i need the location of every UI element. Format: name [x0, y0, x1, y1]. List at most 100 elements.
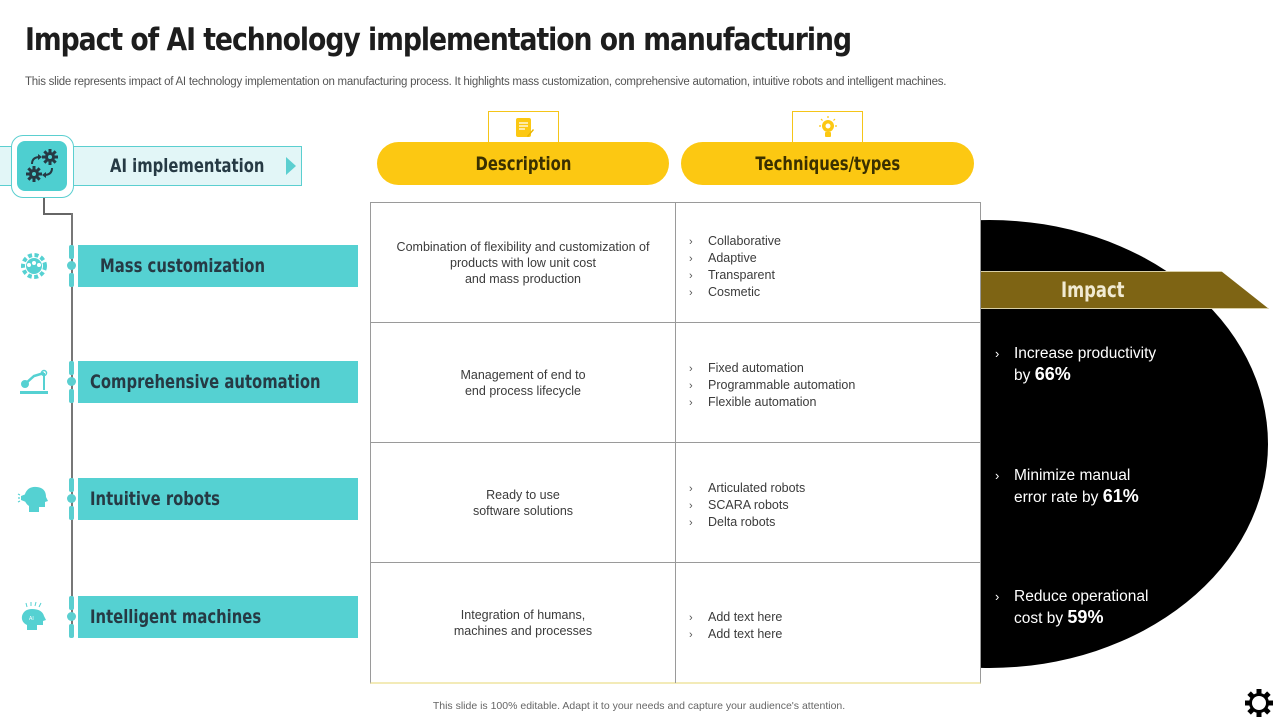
description-line: Management of end to: [460, 367, 586, 382]
lightbulb-icon: [818, 115, 837, 137]
impact-value: 61%: [1102, 486, 1139, 506]
techniques-cell: › Articulated robots › SCARA robots › Delta…: [677, 443, 980, 562]
category-intuitive-robots: Intuitive robots: [0, 478, 360, 520]
connector-line: [43, 198, 45, 213]
timeline-tick: [69, 478, 74, 492]
list-item: › Delta robots: [689, 515, 776, 529]
chevron-right-icon: ›: [995, 346, 1000, 361]
techniques-icon-box: [792, 111, 863, 143]
table-row: Integration of humans, machines and proc…: [371, 563, 980, 683]
category-label: Intuitive robots: [90, 488, 221, 510]
description-line: and mass production: [464, 271, 582, 286]
list-item: › Transparent: [689, 268, 775, 282]
chevron-right-icon: ›: [995, 468, 1000, 483]
category-bar: Intelligent machines: [78, 596, 358, 638]
category-label: Comprehensive automation: [90, 371, 321, 393]
chevron-right-icon: ›: [689, 363, 693, 375]
list-item: › Cosmetic: [689, 285, 761, 299]
content-table: Combination of flexibility and customiza…: [370, 202, 981, 684]
techniques-cell: › Collaborative › Adaptive › Transparent › C…: [677, 203, 980, 322]
chevron-right-icon: ›: [995, 589, 1000, 604]
page-title: Impact of AI technology implementation o…: [25, 22, 852, 58]
list-item: › Programmable automation: [689, 378, 856, 392]
document-pen-icon: [515, 117, 534, 137]
list-item: › Articulated robots: [689, 481, 806, 495]
category-mass-customization: Mass customization: [0, 245, 360, 287]
ai-implementation-label: AI implementation: [110, 155, 265, 177]
list-item: › Fixed automation: [689, 361, 804, 375]
category-bar: Intuitive robots: [78, 478, 358, 520]
description-header: Description: [377, 142, 669, 185]
gears-cycle-icon: [17, 141, 67, 191]
chevron-right-icon: ›: [689, 500, 693, 512]
chevron-right-icon: ›: [689, 629, 693, 641]
timeline-tick: [69, 389, 74, 403]
impact-title-band: Impact: [981, 271, 1269, 309]
list-item: › Add text here: [689, 627, 783, 641]
category-bar: Comprehensive automation: [78, 361, 358, 403]
robotic-arm-icon: [20, 369, 48, 394]
techniques-cell: › Fixed automation › Programmable automati…: [677, 323, 980, 442]
table-row: Ready to use software solutions › Articul…: [371, 443, 980, 563]
description-icon-box: [488, 111, 559, 143]
timeline-tick: [69, 245, 74, 259]
list-item: › SCARA robots: [689, 498, 789, 512]
description-cell: Combination of flexibility and customiza…: [371, 203, 676, 322]
table-row: Management of end to end process lifecyc…: [371, 323, 980, 443]
category-comprehensive-automation: Comprehensive automation: [0, 361, 360, 403]
page-subtitle: This slide represents impact of AI techn…: [25, 76, 947, 88]
description-line: products with low unit cost: [450, 255, 596, 270]
impact-item-productivity: › Increase productivity by 66%: [995, 345, 1157, 384]
list-item: › Adaptive: [689, 251, 757, 265]
description-line: software solutions: [472, 503, 574, 518]
timeline-tick: [69, 273, 74, 287]
description-line: Integration of humans,: [460, 608, 586, 622]
chevron-right-icon: ›: [689, 517, 693, 529]
timeline-dot: [67, 612, 76, 621]
ai-implementation-icon-frame: [11, 135, 74, 198]
chevron-right-icon: ›: [689, 236, 693, 248]
techniques-header-label: Techniques/types: [755, 153, 900, 175]
list-item: › Flexible automation: [689, 395, 817, 409]
chevron-right-icon: ›: [689, 380, 693, 392]
category-label: Intelligent machines: [90, 606, 262, 628]
timeline-tick: [69, 506, 74, 520]
category-bar: Mass customization: [78, 245, 358, 287]
timeline-dot: [67, 377, 76, 386]
description-line: end process lifecycle: [464, 383, 582, 398]
techniques-cell: › Add text here › Add text here: [677, 563, 980, 683]
impact-item-operational-cost: › Reduce operational cost by 59%: [995, 588, 1149, 627]
connector-line: [43, 213, 71, 215]
chevron-right-icon: ›: [689, 287, 693, 299]
description-cell: Management of end to end process lifecyc…: [371, 323, 676, 442]
chevron-right-icon: ›: [689, 270, 693, 282]
table-row: Combination of flexibility and customiza…: [371, 203, 980, 323]
gear-people-icon: [21, 253, 47, 279]
gear-icon[interactable]: [1244, 688, 1274, 718]
impact-title: Impact: [1061, 278, 1125, 302]
timeline-tick: [69, 361, 74, 375]
description-line: machines and processes: [453, 624, 593, 638]
ai-brain-icon: AI: [21, 601, 46, 630]
description-cell: Ready to use software solutions: [371, 443, 676, 562]
category-label: Mass customization: [100, 255, 266, 277]
techniques-header: Techniques/types: [681, 142, 974, 185]
timeline-dot: [67, 261, 76, 270]
list-item: › Add text here: [689, 610, 783, 624]
category-intelligent-machines: AI Intelligent machines: [0, 596, 360, 638]
timeline-dot: [67, 494, 76, 503]
timeline-line: [71, 213, 73, 633]
list-item: › Collaborative: [689, 234, 781, 248]
impact-item-error-rate: › Minimize manual error rate by 61%: [995, 467, 1139, 506]
footer-note: This slide is 100% editable. Adapt it to…: [432, 700, 846, 712]
impact-panel: Impact › Increase productivity by 66% › …: [981, 200, 1280, 690]
description-header-label: Description: [475, 153, 571, 175]
description-line: Combination of flexibility and customiza…: [396, 239, 650, 254]
play-arrow-icon: [286, 157, 296, 175]
chevron-right-icon: ›: [689, 397, 693, 409]
chevron-right-icon: ›: [689, 483, 693, 495]
description-cell: Integration of humans, machines and proc…: [371, 563, 676, 683]
timeline-tick: [69, 624, 74, 638]
impact-value: 59%: [1067, 607, 1104, 627]
impact-value: 66%: [1034, 364, 1071, 384]
